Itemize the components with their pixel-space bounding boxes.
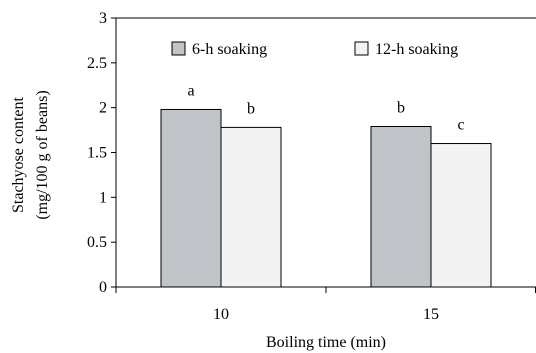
bar — [370, 125, 432, 288]
x-axis-title: Boiling time (min) — [266, 334, 386, 351]
y-tick-label: 0.5 — [87, 234, 107, 251]
y-tick-label: 2 — [99, 100, 107, 117]
y-tick-label: 0 — [99, 279, 107, 296]
legend-swatch — [354, 41, 369, 56]
y-tick-label: 2.5 — [87, 55, 107, 72]
legend-label: 12-h soaking — [375, 41, 458, 58]
plot-area: 0 0.5 1 1.5 2 2.5 3 a b 10 b c 15 — [87, 10, 536, 323]
legend: 6-h soaking 12-h soaking — [171, 41, 458, 58]
y-axis-title: Stachyose content (mg/100 g of beans) — [10, 90, 51, 219]
y-tick-label: 1.5 — [87, 145, 107, 162]
x-tick-label: 15 — [423, 306, 439, 323]
y-axis-title-line-1: Stachyose content — [10, 96, 27, 213]
y-tick-label: 1 — [99, 189, 107, 206]
x-tick-label: 10 — [213, 306, 229, 323]
bar-significance-label: b — [397, 99, 405, 116]
bar-significance-label: a — [187, 82, 194, 99]
bar — [160, 108, 222, 288]
bar-significance-label: c — [457, 117, 464, 134]
y-axis-title-line-2: (mg/100 g of beans) — [34, 90, 51, 219]
legend-swatch — [171, 41, 186, 56]
bar — [430, 143, 492, 288]
bar — [220, 126, 282, 288]
bar-significance-label: b — [247, 100, 255, 117]
y-tick-label: 3 — [99, 10, 107, 27]
legend-label: 6-h soaking — [192, 41, 267, 58]
